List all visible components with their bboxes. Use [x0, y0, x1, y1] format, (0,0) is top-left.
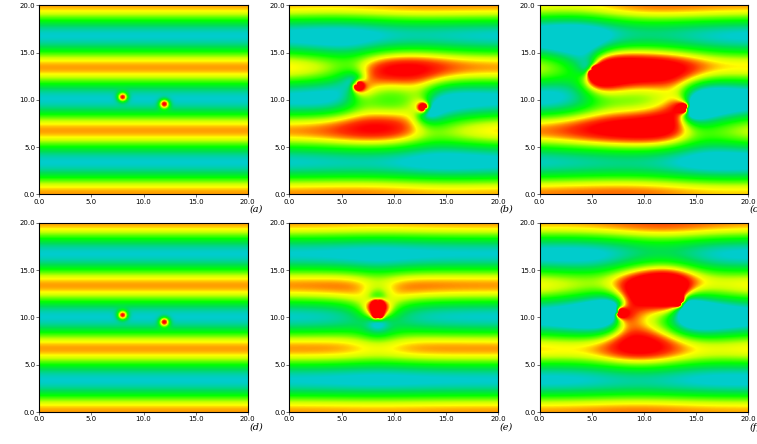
- Text: (f): (f): [750, 422, 757, 432]
- Text: (a): (a): [250, 205, 263, 214]
- Text: (e): (e): [500, 422, 513, 432]
- Text: (b): (b): [500, 205, 514, 214]
- Text: (d): (d): [250, 422, 263, 432]
- Text: (c): (c): [750, 205, 757, 214]
